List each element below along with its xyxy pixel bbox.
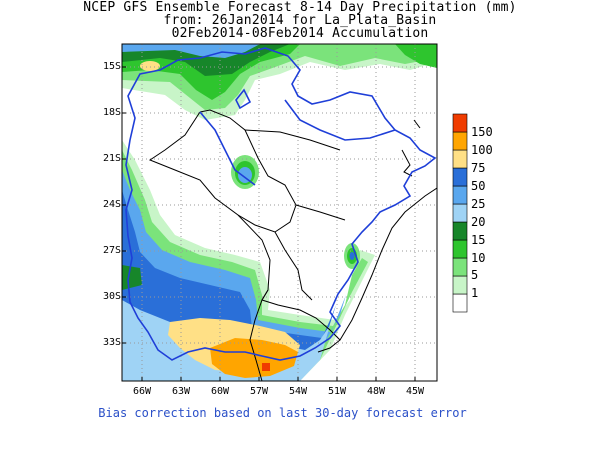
precip-north-green xyxy=(122,44,290,76)
colorbar-swatch xyxy=(452,203,468,223)
precip-north-blue xyxy=(122,44,260,58)
precip-south-red xyxy=(262,363,270,371)
legend-label-1: 1 xyxy=(471,286,479,300)
precip-west-green-patch xyxy=(122,265,142,290)
lat-label-15s: 15S xyxy=(102,61,121,72)
graticule xyxy=(122,44,437,381)
precip-south-orange xyxy=(210,338,298,378)
map-title-line-2: from: 26Jan2014 for La_Plata_Basin xyxy=(163,13,437,28)
lat-label-27s: 27S xyxy=(102,245,121,256)
colorbar-swatch xyxy=(452,221,468,241)
map-title-line-1: NCEP GFS Ensemble Forecast 8-14 Day Prec… xyxy=(83,0,517,15)
lon-label-45w: 45W xyxy=(405,386,425,397)
legend-label-15: 15 xyxy=(471,233,486,247)
legend-label-100: 100 xyxy=(471,143,493,157)
precip-central-blob-inner xyxy=(238,167,252,183)
legend-label-5: 5 xyxy=(471,268,479,282)
legend-label-50: 50 xyxy=(471,179,486,193)
lon-label-48w: 48W xyxy=(366,386,386,397)
legend-label-25: 25 xyxy=(471,197,486,211)
precip-north-spot xyxy=(140,61,160,71)
bias-correction-note: Bias correction based on last 30-day for… xyxy=(98,406,467,420)
colorbar-swatch xyxy=(452,185,468,205)
colorbar-swatch xyxy=(452,239,468,259)
colorbar-swatch xyxy=(452,113,468,133)
map-frame xyxy=(121,43,438,382)
lat-label-21s: 21S xyxy=(102,153,121,164)
colorbar-swatch xyxy=(452,293,468,313)
legend-label-10: 10 xyxy=(471,251,486,265)
colorbar-swatch xyxy=(452,275,468,295)
basin-outline xyxy=(125,47,437,361)
precip-east-blob-core xyxy=(349,252,355,260)
colorbar-swatch xyxy=(452,257,468,277)
lon-label-51w: 51W xyxy=(327,386,347,397)
precip-ne-edge xyxy=(395,44,437,68)
lat-label-24s: 24S xyxy=(102,199,121,210)
legend-label-20: 20 xyxy=(471,215,486,229)
precipitation-field xyxy=(122,44,437,381)
lon-label-60w: 60W xyxy=(210,386,230,397)
colorbar-swatch xyxy=(452,167,468,187)
legend-label-150: 150 xyxy=(471,125,493,139)
legend-label-75: 75 xyxy=(471,161,486,175)
country-borders xyxy=(148,109,437,381)
lon-label-66w: 66W xyxy=(132,386,152,397)
lat-label-18s: 18S xyxy=(102,107,121,118)
axis-ticks xyxy=(122,66,416,381)
colorbar-swatch xyxy=(452,131,468,151)
colorbar xyxy=(452,113,468,313)
map-title-line-3: 02Feb2014-08Feb2014 Accumulation xyxy=(171,26,429,41)
colorbar-swatch xyxy=(452,149,468,169)
lon-label-57w: 57W xyxy=(249,386,269,397)
lon-label-54w: 54W xyxy=(288,386,308,397)
lat-label-30s: 30S xyxy=(102,291,121,302)
lon-label-63w: 63W xyxy=(171,386,191,397)
lat-label-33s: 33S xyxy=(102,337,121,348)
